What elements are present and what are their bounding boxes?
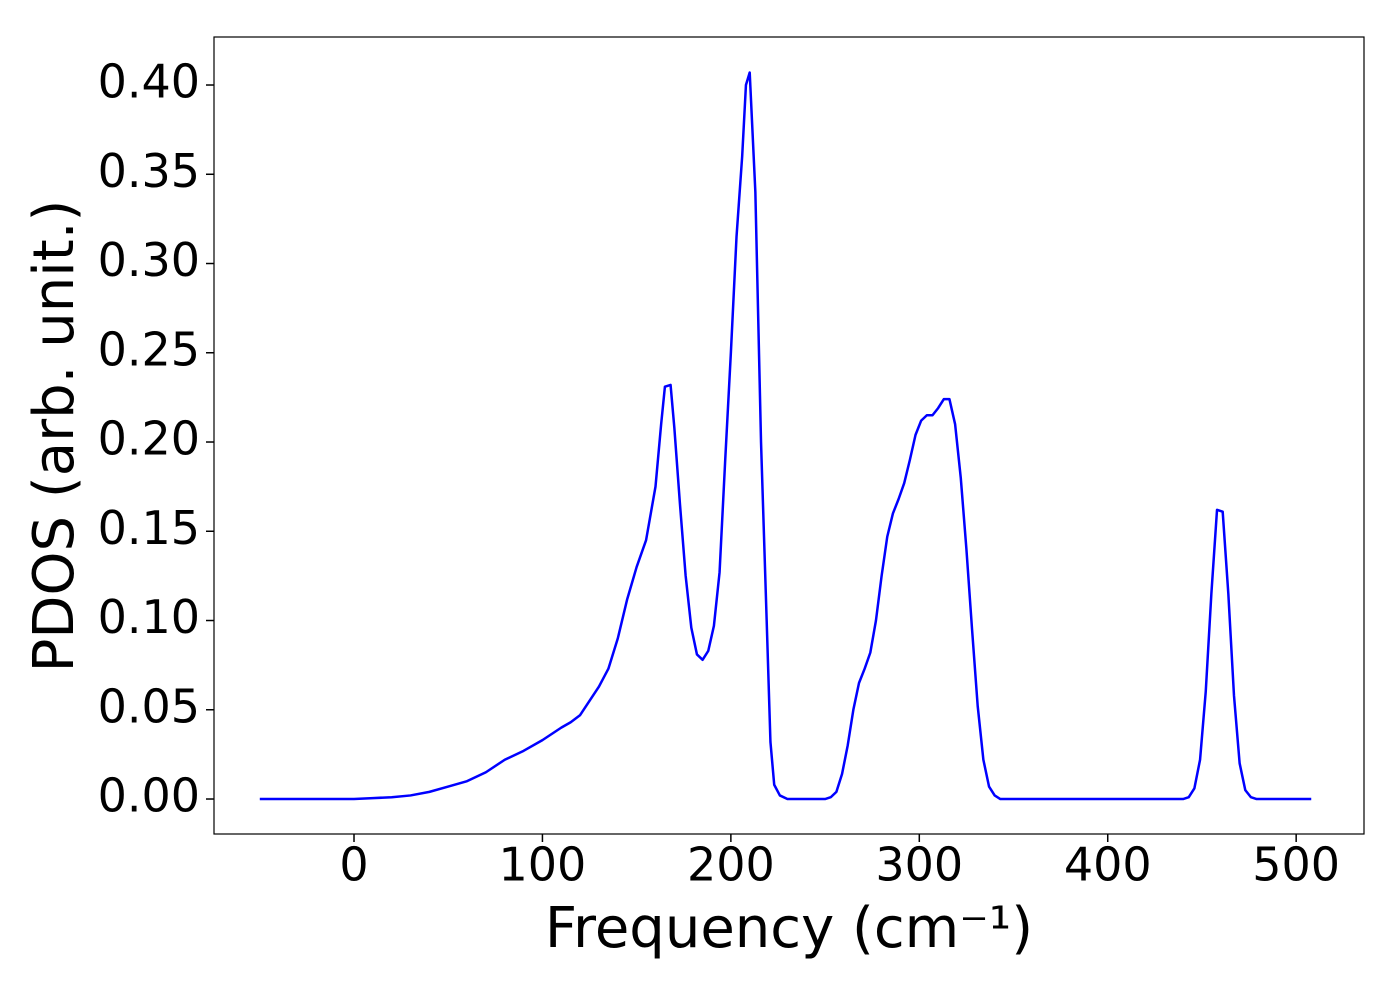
y-tick-label: 0.30 — [98, 233, 200, 287]
x-tick-label: 300 — [875, 838, 963, 892]
x-tick-label: 500 — [1252, 838, 1340, 892]
y-tick-label: 0.15 — [98, 501, 200, 555]
x-tick-label: 100 — [499, 838, 587, 892]
y-tick-label: 0.20 — [98, 412, 200, 466]
x-tick-label: 200 — [687, 838, 775, 892]
x-axis-label: Frequency (cm⁻¹) — [545, 896, 1033, 961]
data-line — [259, 71, 1312, 801]
y-axis-label: PDOS (arb. unit.) — [22, 200, 87, 673]
y-tick-label: 0.40 — [98, 55, 200, 109]
x-tick-label: 0 — [339, 838, 368, 892]
y-tick-label: 0.05 — [98, 679, 200, 733]
y-tick-label: 0.25 — [98, 322, 200, 376]
y-tick-label: 0.10 — [98, 590, 200, 644]
y-tick-label: 0.35 — [98, 144, 200, 198]
y-tick-label: 0.00 — [98, 769, 200, 823]
x-tick-label: 400 — [1064, 838, 1152, 892]
plot-frame — [213, 36, 1365, 835]
